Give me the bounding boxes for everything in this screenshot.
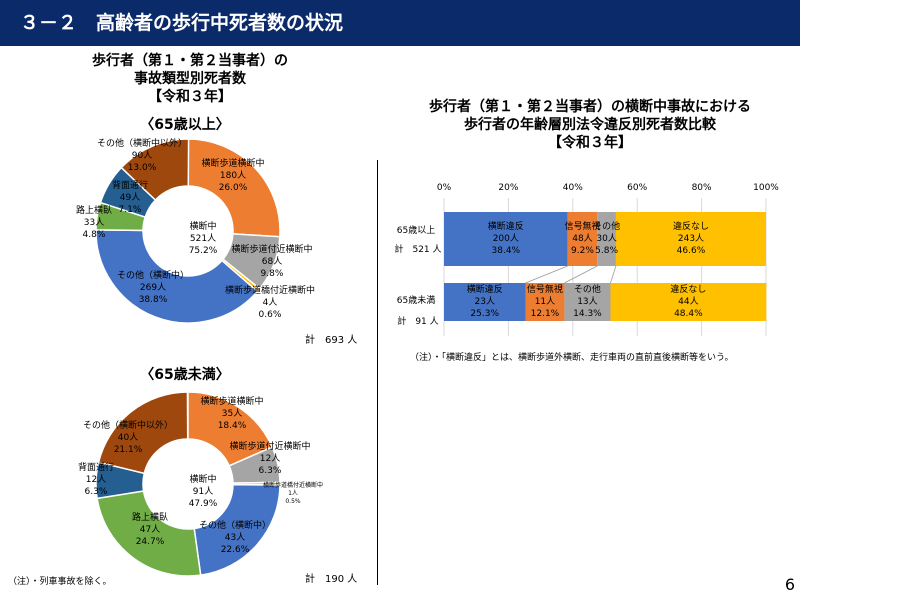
page-number: 6 xyxy=(784,575,795,594)
category-label: 65歳未満 xyxy=(396,296,436,306)
bar-segment-label: 横断違反 200人 38.4% xyxy=(487,222,524,256)
left-title: 歩行者（第１・第２当事者）の 事故類型別死者数 【令和３年】 xyxy=(60,52,320,106)
donut-slice-label: その他（横断中以外） 40人 21.1% xyxy=(82,421,174,455)
donut-subtitle-65plus: 〈65歳以上〉 xyxy=(140,117,230,133)
donut-slice-label: その他（横断中） 269人 38.8% xyxy=(116,271,190,305)
donut-slice-label: 路上横臥 47人 24.7% xyxy=(131,513,169,547)
donut-total-65plus: 計 693 人 xyxy=(305,335,358,346)
bar-segment-label: その他 30人 5.8% xyxy=(593,222,621,256)
bar-title-line: 歩行者（第１・第２当事者）の横断中事故における xyxy=(429,99,751,115)
donut-slice-label: 横断歩道横断中 35人 18.4% xyxy=(200,397,264,431)
bar-segment-label: 信号無視 48人 9.2% xyxy=(564,222,601,256)
bar-segment xyxy=(615,212,766,266)
x-tick-label: 40% xyxy=(562,183,583,193)
series-connector-line xyxy=(610,265,617,284)
x-tick-label: 20% xyxy=(498,183,519,193)
donut-slice-label: 横断歩道橋付近横断中 4人 0.6% xyxy=(224,286,316,320)
bar-title-line: 歩行者の年齢層別法令違反別死者数比較 xyxy=(464,117,716,133)
category-total: 計 521 人 xyxy=(394,245,442,255)
bar-segment-label: その他 13人 14.3% xyxy=(573,285,602,319)
donut-slice xyxy=(187,138,281,238)
donut-center-label: 横断中 521人 75.2% xyxy=(188,222,218,256)
left-title-line: 【令和３年】 xyxy=(148,89,232,105)
series-connector-line xyxy=(525,265,568,284)
category-label: 65歳以上 xyxy=(396,226,436,236)
donut-slice-label: 横断歩道横断中 180人 26.0% xyxy=(201,159,265,193)
x-tick-label: 60% xyxy=(627,183,648,193)
donut-slice xyxy=(120,138,190,202)
donut-slice xyxy=(95,229,259,324)
bar-note: （注）・「横断違反」とは、横断歩道外横断、走行車両の直前直後横断等をいう。 xyxy=(410,353,734,363)
x-tick-label: 0% xyxy=(436,183,452,193)
bar-segment xyxy=(525,283,565,321)
left-title-line: 事故類型別死者数 xyxy=(134,71,246,87)
donut-slice-label: 背面通行 12人 6.3% xyxy=(77,463,115,497)
bar-segment-label: 違反なし 44人 48.4% xyxy=(670,285,707,319)
bar-segment xyxy=(444,212,568,266)
donut-slice-label: 路上横臥 33人 4.8% xyxy=(75,206,113,240)
x-tick-label: 80% xyxy=(691,183,712,193)
donut-slice-label: 横断歩道橋付近横断中 1人 0.5% xyxy=(262,482,324,505)
bar-segment xyxy=(444,283,526,321)
bar-segment-label: 信号無視 11人 12.1% xyxy=(526,285,563,319)
left-title-line: 歩行者（第１・第２当事者）の xyxy=(92,53,288,69)
donut-slice xyxy=(193,483,281,576)
donut-slice-label: その他（横断中） 43人 22.6% xyxy=(198,521,272,555)
category-total: 計 91 人 xyxy=(397,317,439,327)
bar-title-line: 【令和３年】 xyxy=(548,135,632,151)
left-note: （注）・列車事故を除く。 xyxy=(8,577,112,587)
donut-slice xyxy=(96,490,202,577)
bar-segment xyxy=(610,283,767,321)
bar-segment xyxy=(564,283,611,321)
donut-slice-label: その他（横断中以外） 90人 13.0% xyxy=(96,139,188,173)
section-header: ３－２ 高齢者の歩行中死者数の状況 xyxy=(0,0,800,46)
bar-segment xyxy=(597,212,616,266)
donut-slice-label: 背面通行 49人 7.1% xyxy=(111,181,149,215)
series-connector-line xyxy=(564,265,598,284)
bar-segment-label: 横断違反 23人 25.3% xyxy=(466,285,503,319)
donut-center-label: 横断中 91人 47.9% xyxy=(188,475,218,509)
divider xyxy=(377,160,378,585)
x-tick-label: 100% xyxy=(753,183,779,193)
donut-subtitle-under65: 〈65歳未満〉 xyxy=(140,367,230,383)
bar-segment-label: 違反なし 243人 46.6% xyxy=(672,222,709,256)
bar-segment xyxy=(567,212,598,266)
donut-total-under65: 計 190 人 xyxy=(305,574,358,585)
donut-slice xyxy=(97,391,189,475)
bar-chart-title: 歩行者（第１・第２当事者）の横断中事故における 歩行者の年齢層別法令違反別死者数… xyxy=(390,98,790,152)
donut-slice-label: 横断歩道付近横断中 68人 9.8% xyxy=(231,245,313,279)
donut-slice-label: 横断歩道付近横断中 12人 6.3% xyxy=(229,442,311,476)
